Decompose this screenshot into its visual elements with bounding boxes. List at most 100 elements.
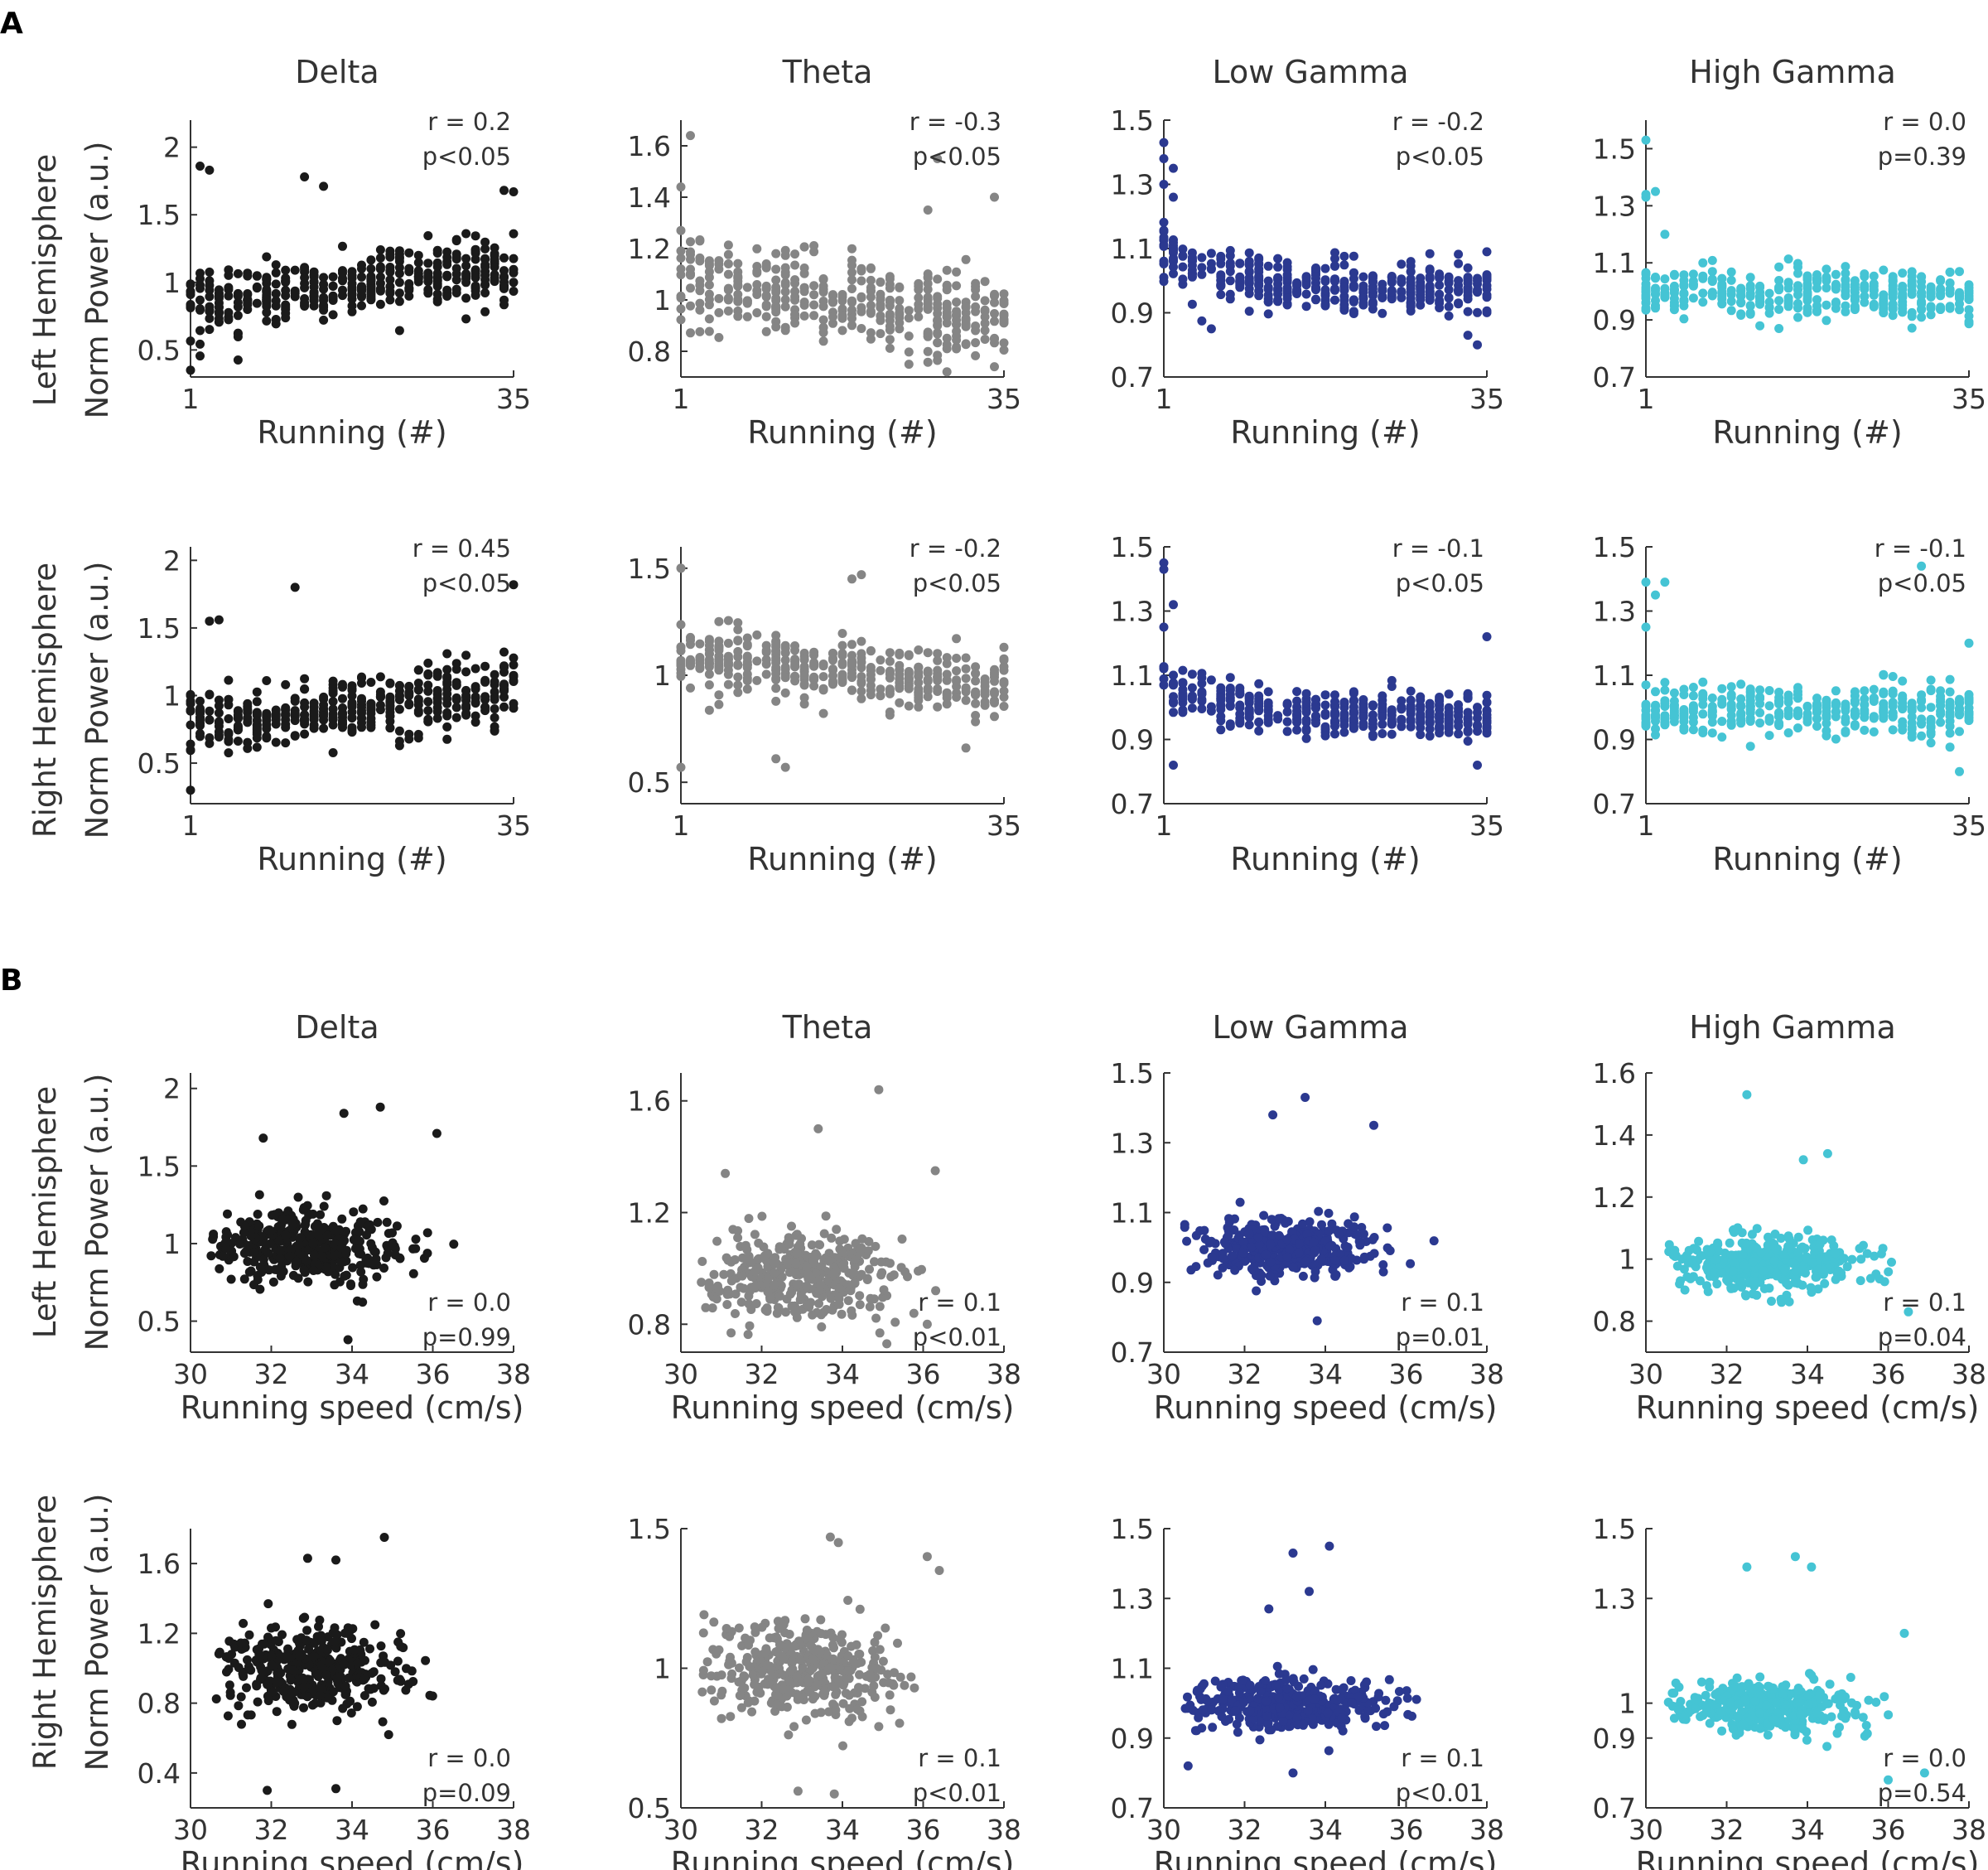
data-point	[914, 645, 924, 655]
data-point	[338, 722, 347, 732]
data-point	[1812, 714, 1822, 723]
data-point	[704, 280, 714, 290]
data-point	[243, 298, 253, 307]
data-point	[1482, 247, 1492, 257]
data-point	[243, 698, 253, 708]
data-point	[490, 726, 499, 736]
panel-label-b: B	[0, 964, 22, 998]
data-point	[1178, 251, 1188, 261]
data-point	[1435, 713, 1445, 723]
data-point	[321, 1191, 331, 1201]
data-point	[357, 282, 366, 292]
data-point	[999, 289, 1009, 299]
data-point	[828, 655, 837, 665]
data-point	[1841, 301, 1850, 311]
data-point	[218, 1251, 228, 1261]
data-point	[1263, 687, 1273, 697]
data-point	[357, 260, 366, 270]
data-point	[1706, 1247, 1715, 1257]
data-point	[942, 299, 952, 309]
data-point	[1292, 687, 1302, 697]
data-point	[714, 293, 724, 303]
data-point	[1216, 716, 1226, 726]
data-point	[828, 679, 837, 689]
data-point	[721, 1168, 731, 1178]
data-point	[847, 296, 856, 306]
data-point	[1698, 297, 1708, 307]
data-point	[904, 313, 914, 323]
data-point	[499, 684, 509, 693]
x-tick-label: 32	[254, 1358, 289, 1390]
data-point	[1841, 290, 1850, 300]
data-point	[855, 1245, 865, 1254]
data-point	[990, 334, 999, 344]
data-point	[252, 283, 262, 293]
data-point	[856, 307, 866, 316]
data-point	[442, 711, 452, 721]
x-tick-label: 1	[1156, 383, 1173, 415]
data-point	[239, 1228, 248, 1238]
data-point	[809, 300, 819, 310]
data-point	[828, 318, 837, 328]
data-point	[1679, 725, 1689, 735]
data-point	[347, 290, 357, 300]
data-point	[413, 274, 423, 284]
data-point	[461, 229, 471, 239]
data-point	[1444, 689, 1454, 699]
data-point	[1267, 1230, 1277, 1240]
x-tick-label: 1	[1638, 383, 1655, 415]
data-point	[904, 673, 914, 683]
data-point	[205, 689, 215, 699]
data-point	[1349, 295, 1358, 305]
data-point	[723, 658, 733, 668]
data-point	[1641, 577, 1651, 587]
data-point	[480, 307, 490, 316]
data-point	[1349, 251, 1358, 261]
data-point	[1707, 255, 1717, 265]
data-point	[1784, 1297, 1794, 1307]
data-point	[808, 1256, 818, 1266]
data-point	[769, 1280, 779, 1290]
data-point	[895, 324, 905, 334]
data-point	[413, 733, 423, 743]
data-point	[404, 267, 414, 277]
data-point	[1800, 1244, 1810, 1254]
data-point	[1244, 708, 1254, 718]
data-point	[275, 1254, 285, 1264]
data-point	[1282, 707, 1292, 717]
y-tick-label: 1.5	[1593, 133, 1636, 165]
data-point	[885, 707, 895, 717]
data-point	[1774, 718, 1784, 728]
data-point	[442, 664, 452, 674]
data-point	[1387, 294, 1397, 304]
data-point	[933, 350, 943, 360]
data-point	[451, 680, 461, 690]
data-point	[726, 1276, 736, 1286]
data-point	[214, 718, 224, 727]
data-point	[1641, 712, 1651, 722]
x-tick-label: 34	[335, 1814, 369, 1846]
data-point	[1788, 1259, 1797, 1268]
data-point	[752, 244, 762, 254]
data-point	[195, 339, 205, 349]
data-point	[742, 660, 752, 669]
data-point	[771, 275, 781, 285]
p-value: p=0.99	[422, 1323, 511, 1351]
data-point	[904, 331, 914, 341]
data-point	[686, 237, 695, 247]
data-point	[923, 648, 933, 658]
data-point	[772, 1308, 782, 1318]
data-point	[271, 737, 281, 747]
data-point	[224, 283, 234, 292]
data-point	[1216, 275, 1226, 285]
data-point	[499, 282, 509, 292]
data-point	[760, 1251, 770, 1261]
data-point	[771, 249, 781, 259]
data-point	[205, 285, 215, 295]
data-point	[1235, 1197, 1245, 1207]
data-point	[1444, 292, 1454, 302]
data-point	[745, 1321, 755, 1331]
data-point	[319, 273, 329, 283]
data-point	[1178, 678, 1188, 688]
data-point	[1888, 686, 1898, 696]
